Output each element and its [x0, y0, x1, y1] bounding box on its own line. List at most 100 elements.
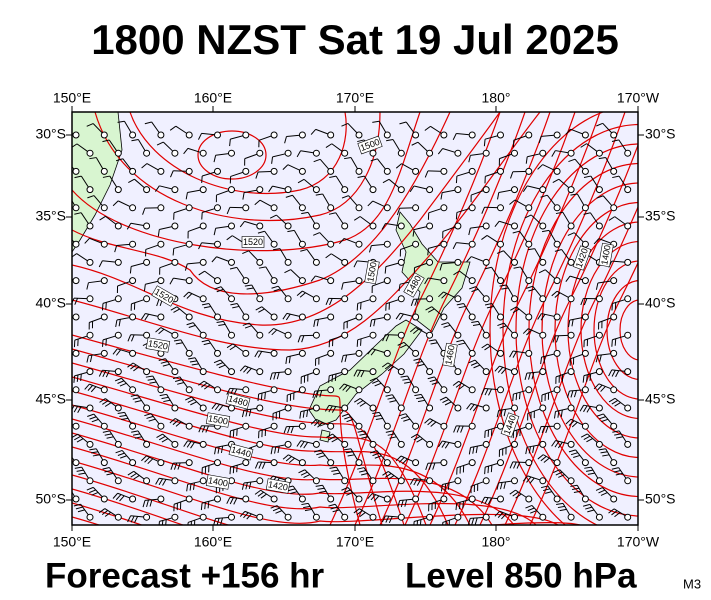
barb-station: [72, 240, 80, 248]
barb-flag: [494, 510, 501, 517]
barb-flag: [557, 410, 560, 418]
barb-flag: [399, 121, 407, 125]
barb-flag: [329, 175, 337, 179]
barb-flag: [242, 192, 245, 200]
barb-station: [72, 277, 80, 285]
barb-flag: [527, 248, 535, 251]
barb-flag: [583, 435, 591, 440]
barb-flag: [204, 502, 206, 510]
barb-station: [553, 131, 561, 139]
barb-station: [567, 368, 575, 376]
barb-station: [284, 222, 292, 230]
barb-station: [129, 167, 137, 175]
barb-flag: [313, 319, 316, 327]
barb-station: [369, 477, 377, 485]
barb-station: [270, 313, 278, 321]
barb-flag: [460, 425, 464, 433]
barb-flag: [190, 401, 197, 406]
barb-flag: [540, 314, 546, 321]
barb-station: [412, 422, 420, 430]
barb-flag: [595, 487, 603, 491]
contour: [504, 205, 638, 525]
barb-station: [171, 331, 179, 339]
barb-station: [86, 295, 94, 303]
barb-flag: [117, 380, 125, 384]
barb-flag: [427, 419, 434, 426]
barb-flag: [104, 402, 112, 407]
barb-flag: [141, 313, 146, 320]
barb-flag: [172, 376, 180, 380]
barb-flag: [374, 382, 382, 387]
barb-flag: [400, 500, 404, 508]
barb-flag: [325, 253, 332, 259]
contour-label: 1440: [500, 412, 520, 438]
contour: [606, 280, 638, 380]
barb-flag: [410, 433, 418, 439]
barb-flag: [359, 469, 367, 473]
barb-station: [341, 295, 349, 303]
barb-flag: [372, 380, 379, 384]
barb-station: [355, 131, 363, 139]
barb-station: [581, 277, 589, 285]
barb-flag: [552, 178, 560, 184]
barb-flag: [456, 339, 464, 343]
barb-flag: [411, 141, 419, 146]
barb-station: [454, 331, 462, 339]
barb-flag: [611, 370, 616, 377]
barb-flag: [183, 148, 189, 155]
barb-station: [355, 240, 363, 248]
barb-flag: [353, 260, 358, 268]
barb-flag: [159, 393, 167, 397]
barb-flag: [229, 345, 237, 351]
barb-station: [383, 422, 391, 430]
barb-station: [228, 295, 235, 303]
barb-station: [284, 295, 292, 303]
barb-flag: [144, 121, 152, 125]
barb-flag: [570, 484, 578, 487]
barb-flag: [472, 446, 475, 454]
barb-station: [482, 149, 490, 157]
barb-flag: [614, 402, 621, 407]
barb-flag: [462, 501, 464, 509]
barb-flag: [325, 143, 333, 148]
barb-flag: [356, 510, 363, 516]
barb-flag: [501, 368, 507, 375]
barb-flag: [258, 308, 265, 313]
lon-label-top: 170°W: [617, 90, 660, 106]
barb-station: [298, 240, 306, 248]
contour-label-box: [403, 272, 425, 298]
barb-flag: [398, 457, 405, 463]
barb-flag: [270, 447, 273, 455]
barb-flag: [424, 277, 429, 285]
barb-station: [454, 513, 462, 521]
barb-flag: [481, 388, 486, 396]
barb-flag: [543, 457, 550, 463]
barb-flag: [484, 303, 492, 306]
barb-station: [341, 477, 349, 485]
barb-flag: [301, 335, 305, 343]
barb-flag: [551, 290, 558, 297]
barb-flag: [91, 418, 99, 423]
barb-station: [454, 368, 462, 376]
barb-station: [525, 131, 533, 139]
barb-flag: [373, 495, 380, 502]
barb-flag: [258, 266, 266, 269]
barb-station: [539, 404, 547, 412]
barb-flag: [77, 509, 85, 513]
barb-flag: [404, 499, 408, 507]
barb-station: [284, 368, 292, 376]
barb-flag: [387, 433, 395, 436]
barb-station: [214, 240, 221, 248]
barb-flag: [244, 284, 252, 287]
barb-flag: [571, 421, 578, 428]
barb-station: [581, 313, 589, 321]
barb-flag: [218, 364, 226, 369]
barb-station: [270, 204, 278, 212]
contour-label-text: 1420: [267, 479, 288, 492]
barb-flag: [554, 292, 561, 298]
barb-station: [426, 149, 434, 157]
barb-flag: [277, 445, 280, 454]
barb-flag: [608, 397, 616, 403]
barb-station: [440, 459, 448, 467]
barb-flag: [229, 139, 231, 147]
